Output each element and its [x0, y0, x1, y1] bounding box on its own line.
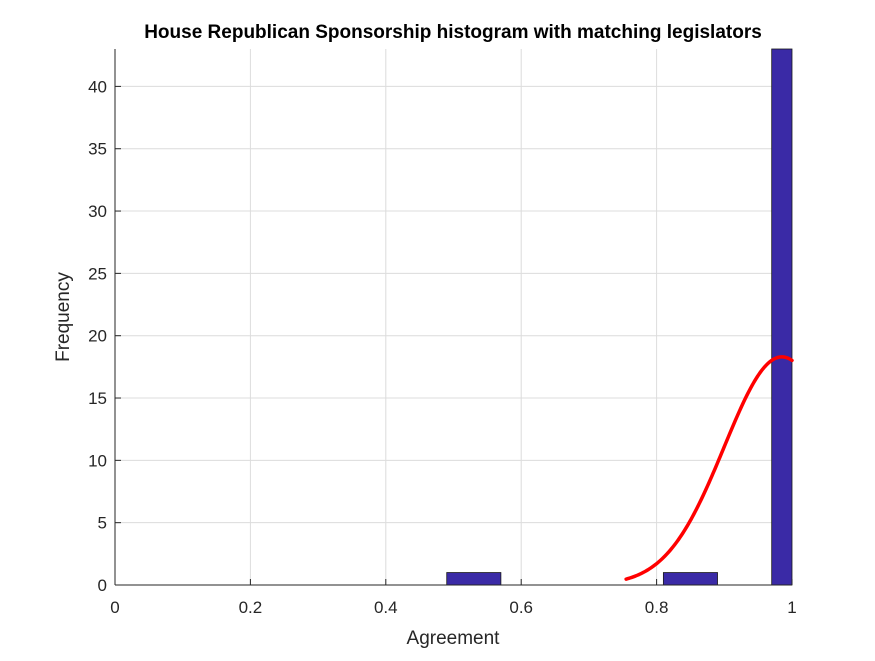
x-tick-labels: 0 0.2 0.4 0.6 0.8 1 [110, 598, 796, 617]
y-tick-label: 35 [88, 140, 107, 159]
histogram-bars [446, 48, 793, 586]
x-axis-label: Agreement [407, 628, 501, 649]
y-tick-label: 25 [88, 264, 107, 283]
y-axis-label: Frequency [53, 272, 74, 362]
y-tick-label: 20 [88, 327, 107, 346]
y-tick-label: 15 [88, 389, 107, 408]
x-tick-label: 0.6 [509, 598, 533, 617]
fit-curve-layer [624, 355, 794, 581]
y-tick-label: 40 [88, 77, 107, 96]
grid-lines [115, 49, 792, 585]
chart-title: House Republican Sponsorship histogram w… [144, 22, 762, 43]
histogram-bar-3 [771, 48, 793, 586]
x-tick-label: 0.2 [239, 598, 263, 617]
histogram-bar-1 [446, 572, 502, 586]
histogram-bar-2 [662, 572, 718, 586]
y-tick-label: 30 [88, 202, 107, 221]
x-tick-label: 0 [110, 598, 119, 617]
y-tick-label: 0 [98, 576, 107, 595]
y-tick-label: 5 [98, 514, 107, 533]
x-tick-label: 0.4 [374, 598, 398, 617]
axes [114, 49, 793, 586]
y-tick-label: 10 [88, 451, 107, 470]
x-tick-label: 1 [787, 598, 796, 617]
y-tick-labels: 0 5 10 15 20 25 30 35 40 [88, 77, 107, 595]
x-tick-label: 0.8 [645, 598, 669, 617]
fit-curve [624, 355, 794, 581]
